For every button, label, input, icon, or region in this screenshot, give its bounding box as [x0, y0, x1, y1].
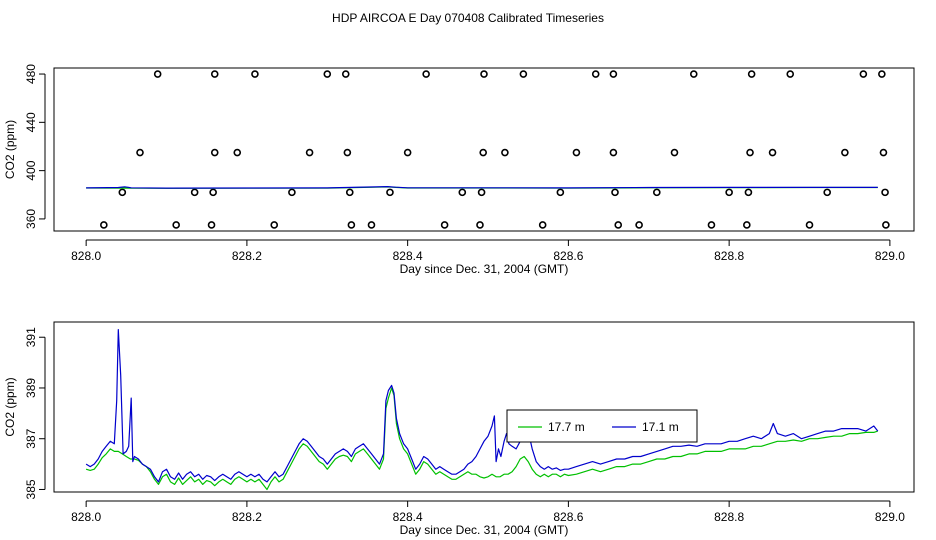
data-point	[305, 148, 314, 157]
data-point	[367, 221, 376, 229]
x-axis-label: Day since Dec. 31, 2004 (GMT)	[400, 523, 569, 537]
y-tick-label: 385	[24, 479, 38, 499]
y-tick-label: 400	[24, 160, 38, 180]
x-tick-label: 828.6	[553, 510, 583, 524]
plot-frame	[53, 67, 915, 232]
data-point	[118, 188, 127, 197]
x-tick-label: 828.0	[71, 249, 101, 263]
data-point	[786, 70, 795, 78]
legend-box	[506, 409, 698, 443]
data-point	[881, 188, 889, 197]
data-point	[859, 70, 868, 78]
legend-label: 17.7 m	[548, 420, 585, 434]
series-line-17-7-m	[85, 387, 878, 491]
data-point	[743, 221, 751, 229]
data-point	[768, 148, 777, 157]
data-point	[210, 70, 219, 78]
data-point	[207, 221, 216, 229]
data-point	[345, 188, 354, 197]
y-tick-label: 360	[24, 209, 38, 229]
y-axis-label: CO2 (ppm)	[3, 120, 17, 179]
data-point	[882, 221, 890, 229]
data-point	[725, 188, 733, 197]
figure-title: HDP AIRCOA E Day 070408 Calibrated Times…	[332, 11, 604, 25]
x-tick-label: 829.0	[875, 249, 905, 263]
x-tick-label: 828.0	[71, 510, 101, 524]
data-point	[841, 148, 849, 157]
data-point	[403, 148, 412, 157]
series-line-17-1-m	[85, 329, 879, 483]
data-point	[440, 221, 449, 229]
data-point	[172, 221, 180, 229]
data-point	[479, 148, 487, 157]
data-point	[209, 188, 217, 197]
data-point	[153, 70, 162, 78]
data-point	[744, 188, 753, 197]
data-point	[341, 70, 350, 78]
data-point	[653, 188, 661, 197]
y-tick-label: 389	[24, 378, 38, 398]
data-point	[591, 70, 600, 78]
x-tick-label: 828.2	[232, 249, 262, 263]
data-point	[343, 148, 352, 157]
data-point	[501, 148, 509, 157]
data-point	[477, 188, 486, 197]
data-point	[614, 221, 623, 229]
data-point	[556, 188, 565, 197]
y-tick-label: 440	[24, 112, 38, 132]
data-point	[288, 188, 296, 197]
data-point	[670, 148, 679, 157]
data-point	[746, 148, 754, 157]
data-point	[233, 148, 242, 157]
data-point	[611, 188, 619, 197]
x-tick-label: 828.4	[393, 510, 423, 524]
x-tick-label: 828.2	[232, 510, 262, 524]
bottom-panel: 828.0 828.2 828.4 828.6 828.8 829.0 Day since …	[3, 321, 915, 537]
x-tick-label: 829.0	[875, 510, 905, 524]
data-point	[878, 70, 886, 78]
y-tick-label: 480	[24, 64, 38, 84]
data-point	[609, 70, 618, 78]
data-point	[805, 221, 814, 229]
data-point	[476, 221, 484, 229]
y-tick-label: 387	[24, 428, 38, 448]
data-point	[386, 188, 394, 197]
data-point	[480, 70, 488, 78]
legend: 17.7 m 17.1 m	[506, 409, 698, 443]
x-axis-label: Day since Dec. 31, 2004 (GMT)	[400, 262, 569, 276]
x-tick-label: 828.8	[714, 249, 744, 263]
data-point	[609, 148, 618, 157]
data-point	[136, 148, 144, 157]
data-point	[251, 70, 259, 78]
data-point	[210, 148, 219, 157]
series-line-17-1-m	[86, 186, 878, 189]
y-tick-label: 391	[24, 327, 38, 347]
data-point	[323, 70, 332, 78]
data-point	[689, 70, 698, 78]
data-point	[635, 221, 643, 229]
data-point	[538, 221, 547, 229]
data-point	[879, 148, 888, 157]
data-point	[519, 70, 528, 78]
data-point	[707, 221, 716, 229]
x-tick-label: 828.8	[714, 510, 744, 524]
x-tick-label: 828.6	[553, 249, 583, 263]
data-point	[100, 221, 108, 229]
data-point	[347, 221, 356, 229]
data-point	[458, 188, 467, 197]
plot-frame	[53, 321, 915, 493]
data-point	[422, 70, 430, 78]
top-panel: 828.0 828.2 828.4 828.6 828.8 829.0 Day since …	[3, 64, 915, 276]
data-point	[270, 221, 279, 229]
data-point	[823, 188, 831, 197]
legend-label: 17.1 m	[642, 420, 679, 434]
y-axis-label: CO2 (ppm)	[3, 377, 17, 436]
data-point	[572, 148, 581, 157]
data-point	[190, 188, 199, 197]
x-tick-label: 828.4	[393, 249, 423, 263]
data-point	[747, 70, 756, 78]
